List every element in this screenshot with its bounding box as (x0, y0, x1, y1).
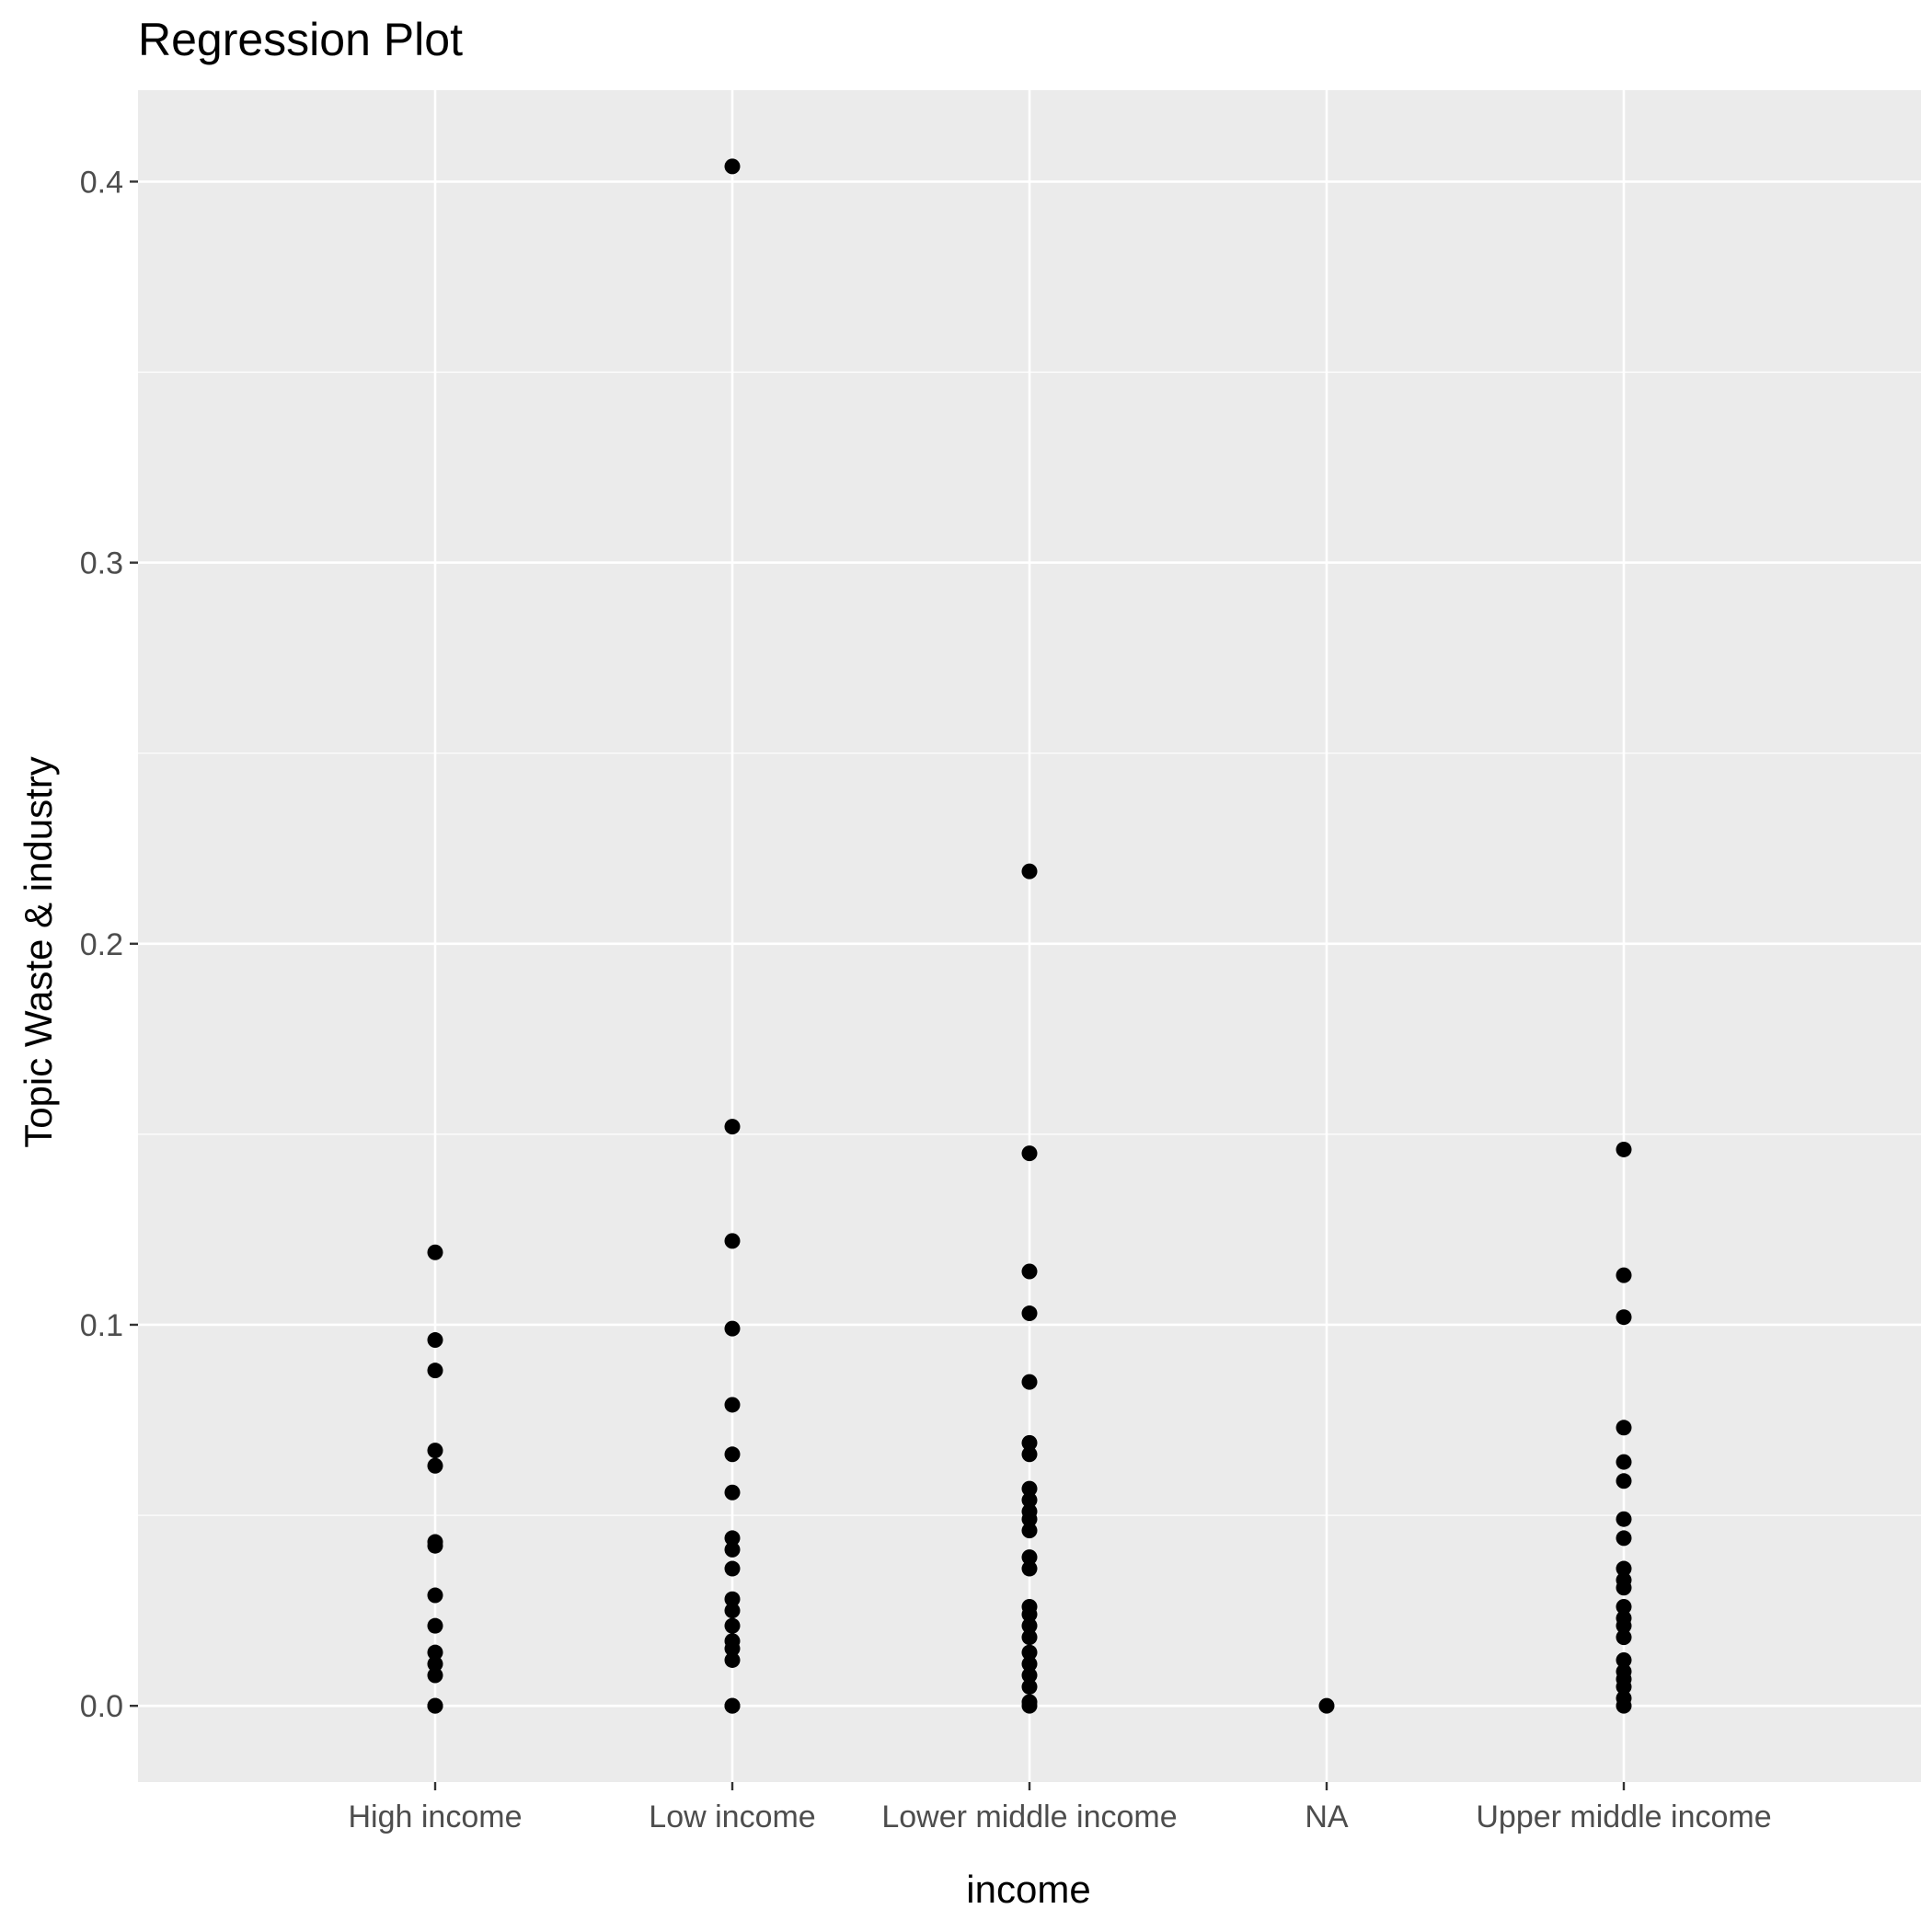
data-point (1021, 1667, 1038, 1684)
data-point (427, 1617, 443, 1634)
data-point (1021, 1446, 1038, 1463)
data-point (1616, 1267, 1632, 1283)
data-point (1021, 1697, 1038, 1714)
data-point (1021, 1606, 1038, 1623)
data-point (724, 1640, 741, 1657)
data-point (1616, 1530, 1632, 1547)
data-point (1021, 1374, 1038, 1390)
data-point (1616, 1420, 1632, 1436)
data-point (1021, 1434, 1038, 1451)
data-point (1021, 1656, 1038, 1673)
data-point (1021, 1560, 1038, 1577)
data-point (1021, 1492, 1038, 1508)
y-axis-title: Topic Waste & industry (17, 756, 60, 1148)
data-point (1616, 1617, 1632, 1634)
data-point (1021, 1480, 1038, 1497)
data-point (427, 1244, 443, 1260)
data-point (1021, 1678, 1038, 1695)
data-point (427, 1656, 443, 1673)
data-point (724, 158, 741, 175)
data-point (724, 1697, 741, 1714)
points-layer (427, 158, 1632, 1714)
data-point (724, 1484, 741, 1501)
data-point (724, 1233, 741, 1249)
data-point (1021, 1511, 1038, 1527)
data-point (427, 1587, 443, 1604)
data-point (427, 1332, 443, 1349)
data-point (1021, 863, 1038, 880)
axis-layer: 0.0 0.1 0.2 0.3 0.4 High income Low income Lowe… (80, 165, 1772, 1834)
data-point (724, 1651, 741, 1668)
data-point (427, 1457, 443, 1474)
data-point (1616, 1141, 1632, 1157)
data-point (1616, 1678, 1632, 1695)
data-point (1616, 1697, 1632, 1714)
data-point (724, 1617, 741, 1634)
data-point (1021, 1644, 1038, 1661)
data-point (427, 1667, 443, 1684)
y-tick-label: 0.1 (80, 1308, 123, 1343)
data-point (427, 1443, 443, 1459)
data-point (1021, 1629, 1038, 1646)
data-point (1021, 1305, 1038, 1322)
data-point (1616, 1309, 1632, 1326)
data-point (427, 1697, 443, 1714)
data-point (1021, 1549, 1038, 1566)
x-tick-label: Lower middle income (881, 1800, 1177, 1834)
data-point (724, 1603, 741, 1619)
data-point (1616, 1598, 1632, 1615)
data-point (1616, 1560, 1632, 1577)
x-tick-label: High income (349, 1800, 523, 1834)
data-point (724, 1530, 741, 1547)
data-point (1616, 1629, 1632, 1646)
data-point (724, 1119, 741, 1135)
data-point (1318, 1697, 1335, 1714)
data-point (427, 1363, 443, 1379)
data-point (724, 1397, 741, 1413)
y-tick-label: 0.3 (80, 546, 123, 581)
y-tick-label: 0.2 (80, 927, 123, 962)
data-point (1021, 1523, 1038, 1539)
data-point (724, 1560, 741, 1577)
x-axis-title: income (966, 1868, 1090, 1911)
data-point (724, 1541, 741, 1558)
data-point (1616, 1454, 1632, 1470)
x-tick-label: Low income (649, 1800, 815, 1834)
data-point (1021, 1145, 1038, 1162)
data-point (1021, 1617, 1038, 1634)
data-point (724, 1320, 741, 1337)
chart-title: Regression Plot (138, 14, 463, 65)
data-point (724, 1446, 741, 1463)
data-point (1616, 1651, 1632, 1668)
data-point (427, 1537, 443, 1554)
y-tick-label: 0.4 (80, 165, 123, 200)
y-tick-label: 0.0 (80, 1689, 123, 1724)
data-point (1616, 1473, 1632, 1489)
data-point (1616, 1580, 1632, 1596)
data-point (1616, 1511, 1632, 1527)
x-tick-label: Upper middle income (1476, 1800, 1771, 1834)
data-point (427, 1644, 443, 1661)
x-tick-label: NA (1305, 1800, 1349, 1834)
data-point (1021, 1263, 1038, 1280)
data-point (724, 1591, 741, 1607)
